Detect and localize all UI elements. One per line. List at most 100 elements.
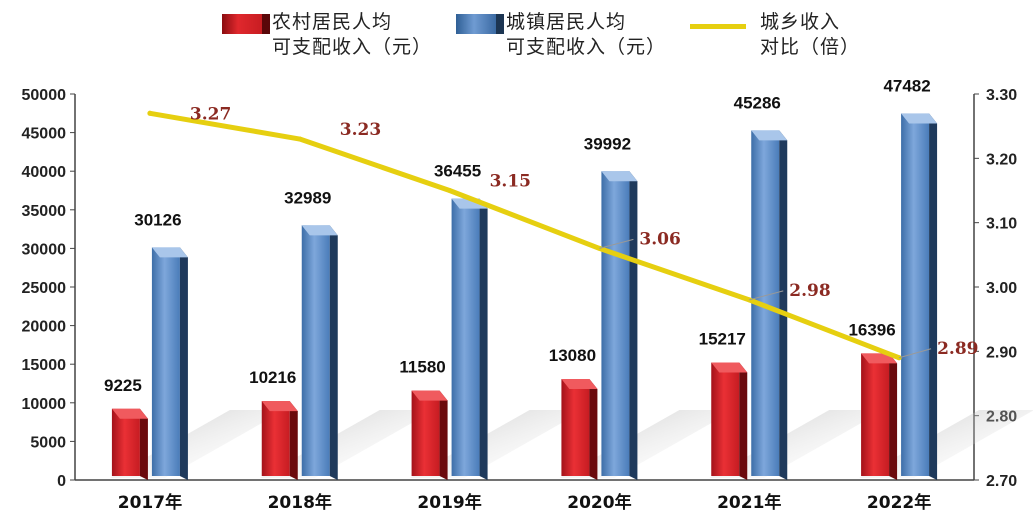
rural-value-label: 9225 — [104, 376, 142, 395]
legend-ratio: 城乡收入 对比（倍） — [690, 10, 860, 60]
y-left-tick-label: 30000 — [22, 241, 67, 258]
rural-bar-side — [589, 379, 598, 480]
urban-bar — [301, 225, 338, 480]
legend-rural-swatch — [222, 14, 270, 34]
rural-bar — [411, 390, 448, 480]
ratio-point — [297, 136, 303, 142]
urban-value-label: 30126 — [134, 210, 181, 229]
rural-bar — [561, 379, 598, 480]
rural-bar-front — [261, 401, 290, 476]
y-left-tick-label: 0 — [57, 473, 66, 490]
urban-bar-top — [751, 130, 788, 141]
legend-ratio-label: 城乡收入 对比（倍） — [760, 11, 861, 58]
x-tick-label: 2020年 — [567, 492, 631, 513]
urban-bar — [451, 198, 488, 481]
y-left-tick-label: 25000 — [22, 280, 67, 297]
legend-urban: 城镇居民人均 可支配收入（元） — [456, 10, 666, 60]
rural-bar-front — [411, 390, 440, 476]
urban-bar-top — [151, 247, 188, 258]
y-right-tick-label: 2.70 — [986, 473, 1017, 490]
x-tick-label: 2018年 — [268, 492, 332, 513]
rural-bar-side — [289, 401, 298, 480]
rural-bar-top — [411, 390, 448, 401]
urban-bar — [601, 171, 638, 480]
y-left-tick-label: 45000 — [22, 126, 67, 143]
rural-bar-top — [261, 401, 298, 412]
rural-bar-top — [561, 379, 598, 390]
y-left-tick-label: 35000 — [22, 203, 67, 220]
ratio-value-label: 2.98 — [789, 281, 830, 301]
rural-bar-front — [861, 353, 890, 476]
urban-bar-front — [301, 225, 330, 476]
y-left-tick-label: 5000 — [30, 434, 66, 451]
rural-bar — [711, 362, 748, 480]
y-right-tick-label: 3.00 — [986, 280, 1017, 297]
urban-value-label: 39992 — [584, 134, 631, 153]
ratio-value-label: 2.89 — [937, 339, 978, 359]
legend-rural: 农村居民人均 可支配收入（元） — [222, 10, 432, 60]
rural-bar-front — [111, 408, 140, 476]
ratio-leader — [749, 290, 784, 301]
x-tick-label: 2021年 — [717, 492, 781, 513]
urban-bar-front — [901, 113, 930, 476]
urban-bar-side — [779, 130, 788, 480]
ratio-value-label: 3.06 — [639, 229, 680, 249]
urban-bar-top — [901, 113, 938, 124]
ratio-value-label: 3.23 — [340, 120, 381, 140]
urban-value-label: 32989 — [284, 188, 331, 207]
legend-rural-label: 农村居民人均 可支配收入（元） — [272, 11, 433, 58]
rural-bar — [261, 401, 298, 480]
ratio-point — [447, 188, 453, 193]
rural-value-label: 13080 — [549, 346, 596, 365]
ratio-leader — [898, 348, 932, 359]
urban-bar-top — [301, 225, 338, 236]
ratio-line — [147, 110, 902, 361]
y-left-tick-label: 50000 — [22, 87, 67, 104]
y-right-tick-label: 3.10 — [986, 216, 1017, 233]
y-left-tick-label: 40000 — [22, 164, 67, 181]
y-left-tick-label: 20000 — [22, 319, 67, 336]
rural-bar-top — [111, 408, 148, 419]
urban-bar-side — [479, 198, 488, 481]
x-tick-label: 2019年 — [417, 492, 481, 513]
rural-bar-side — [439, 390, 448, 480]
y-right-tick-label: 2.90 — [986, 344, 1017, 361]
rural-bar-side — [889, 353, 898, 480]
x-tick-label: 2017年 — [118, 492, 182, 513]
y-left-tick-label: 15000 — [22, 357, 67, 374]
rural-value-label: 10216 — [249, 368, 296, 387]
legend-urban-label: 城镇居民人均 可支配收入（元） — [506, 11, 667, 58]
rural-bar-top — [711, 362, 748, 373]
urban-bar — [151, 247, 188, 480]
urban-value-label: 47482 — [883, 76, 930, 95]
y-left-tick-label: 10000 — [22, 396, 67, 413]
urban-bar-side — [629, 171, 638, 480]
legend-ratio-swatch — [690, 24, 746, 29]
rural-value-label: 15217 — [699, 330, 746, 349]
urban-bar-front — [451, 198, 480, 477]
x-tick-label: 2022年 — [867, 492, 931, 513]
y-right-tick-label: 3.20 — [986, 151, 1017, 168]
urban-bar — [751, 130, 788, 480]
rural-bar-front — [561, 379, 590, 476]
urban-bar-side — [329, 225, 338, 480]
ratio-point — [147, 110, 153, 116]
urban-bar-front — [151, 247, 180, 476]
urban-bar-side — [179, 247, 188, 480]
rural-bar-side — [139, 408, 148, 480]
urban-bar-top — [601, 171, 638, 182]
legend-urban-swatch — [456, 14, 504, 34]
rural-bar — [861, 353, 898, 480]
rural-value-label: 11580 — [399, 358, 445, 377]
rural-bar-front — [711, 362, 740, 476]
urban-bar-side — [929, 113, 938, 480]
ratio-value-label: 3.15 — [490, 172, 531, 192]
rural-value-label: 16396 — [848, 320, 895, 339]
rural-bar-side — [739, 362, 748, 480]
rural-bar — [111, 408, 148, 480]
urban-value-label: 45286 — [734, 93, 781, 112]
ratio-value-label: 3.27 — [190, 104, 231, 124]
y-right-tick-label: 3.30 — [986, 87, 1017, 104]
ratio-leader — [599, 238, 634, 249]
